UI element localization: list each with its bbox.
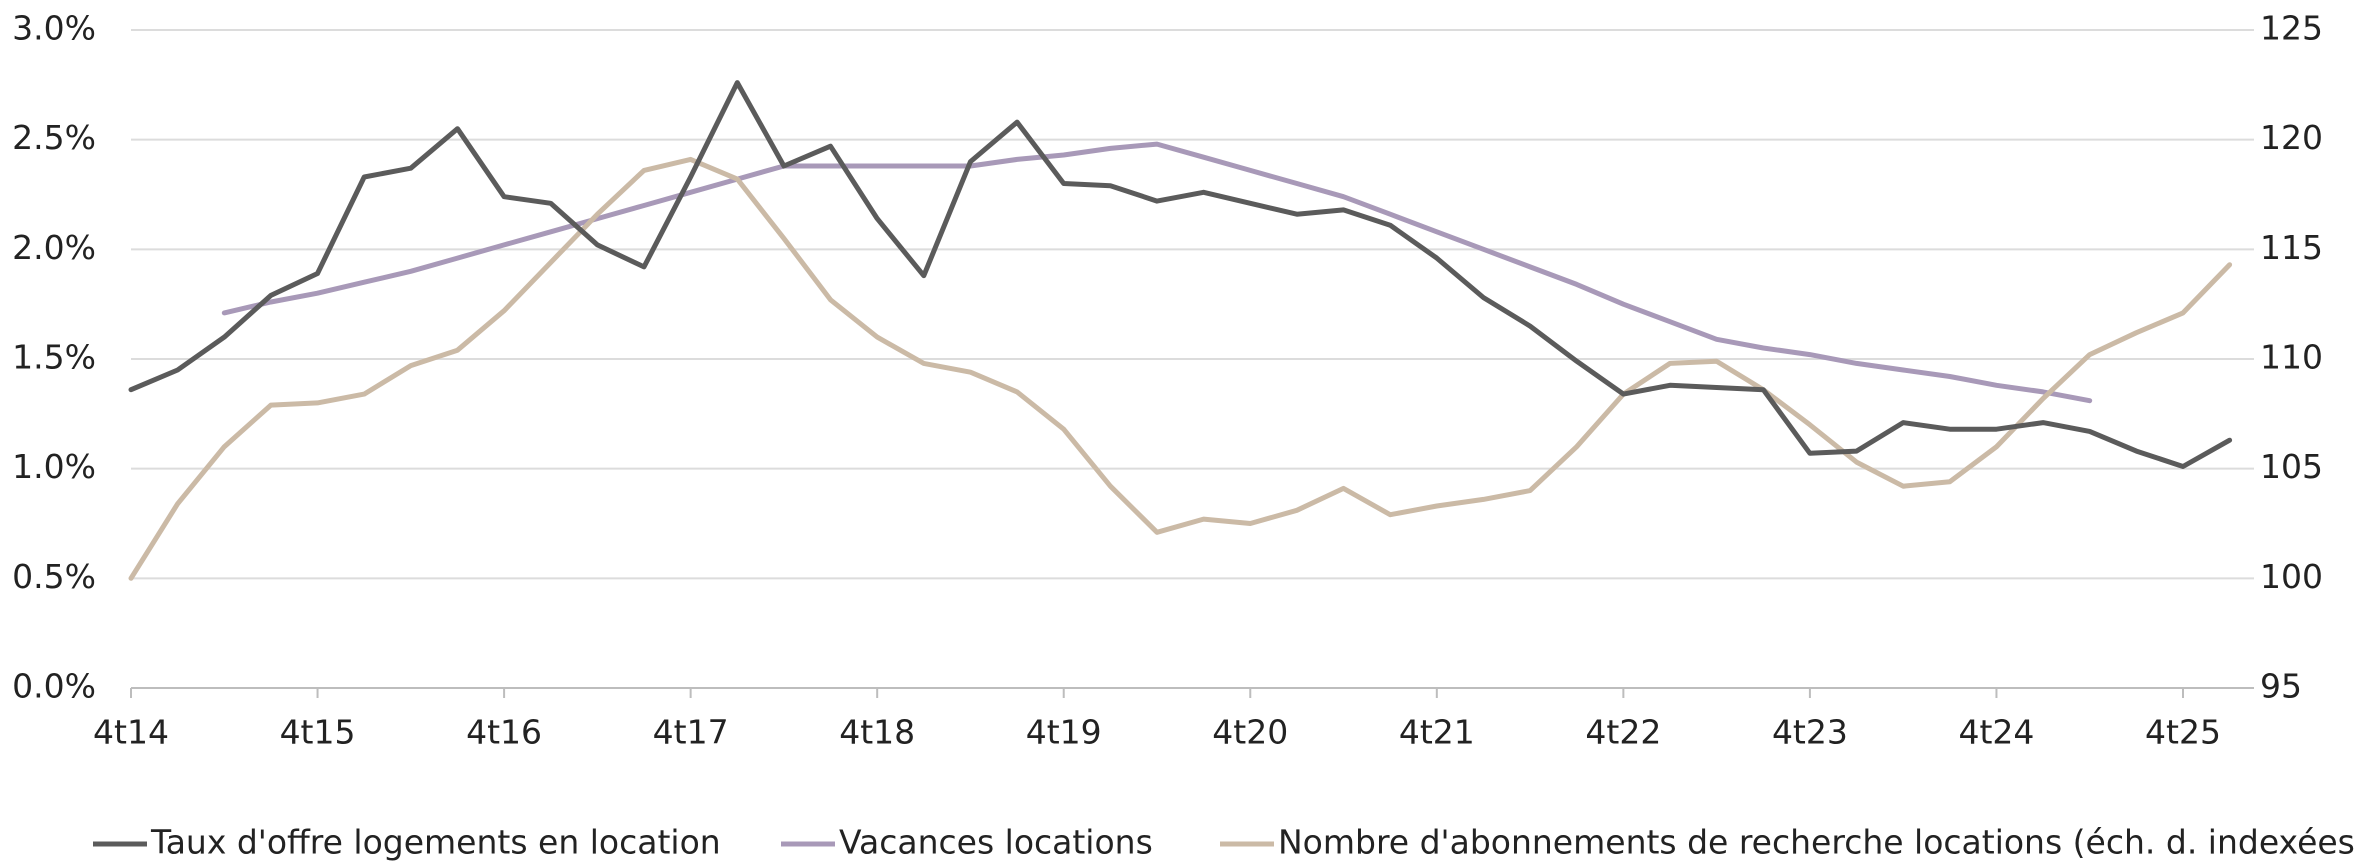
- y-tick-label: 2.5%: [12, 118, 96, 157]
- x-tick-label: 4t14: [93, 713, 169, 752]
- x-tick-label: 4t20: [1212, 713, 1288, 752]
- y2-tick-label: 105: [2260, 447, 2323, 486]
- x-tick-label: 4t21: [1399, 713, 1475, 752]
- y-tick-label: 0.0%: [12, 667, 96, 706]
- y-tick-label: 1.0%: [12, 447, 96, 486]
- x-tick-label: 4t18: [839, 713, 915, 752]
- x-tick-label: 4t24: [1958, 713, 2034, 752]
- x-tick-label: 4t25: [2145, 713, 2221, 752]
- y2-tick-label: 120: [2260, 118, 2323, 157]
- y2-tick-label: 95: [2260, 667, 2302, 706]
- y2-tick-label: 100: [2260, 557, 2323, 596]
- x-tick-label: 4t17: [653, 713, 729, 752]
- y2-tick-label: 125: [2260, 9, 2323, 48]
- series-line: [128, 80, 2233, 469]
- x-tick-label: 4t22: [1585, 713, 1661, 752]
- x-tick-label: 4t16: [466, 713, 542, 752]
- x-tick-label: 4t15: [280, 713, 356, 752]
- y2-tick-label: 110: [2260, 338, 2323, 377]
- legend-label: Vacances locations: [839, 823, 1153, 861]
- series-line: [221, 141, 2093, 404]
- series-line: [128, 156, 2233, 581]
- y-tick-label: 3.0%: [12, 9, 96, 48]
- x-tick-label: 4t19: [1026, 713, 1102, 752]
- y-tick-label: 0.5%: [12, 557, 96, 596]
- y2-tick-label: 115: [2260, 228, 2323, 267]
- y-tick-label: 1.5%: [12, 338, 96, 377]
- y-tick-label: 2.0%: [12, 228, 96, 267]
- x-tick-label: 4t23: [1772, 713, 1848, 752]
- legend-label: Nombre d'abonnements de recherche locati…: [1278, 823, 2356, 861]
- legend-label: Taux d'offre logements en location: [150, 823, 721, 861]
